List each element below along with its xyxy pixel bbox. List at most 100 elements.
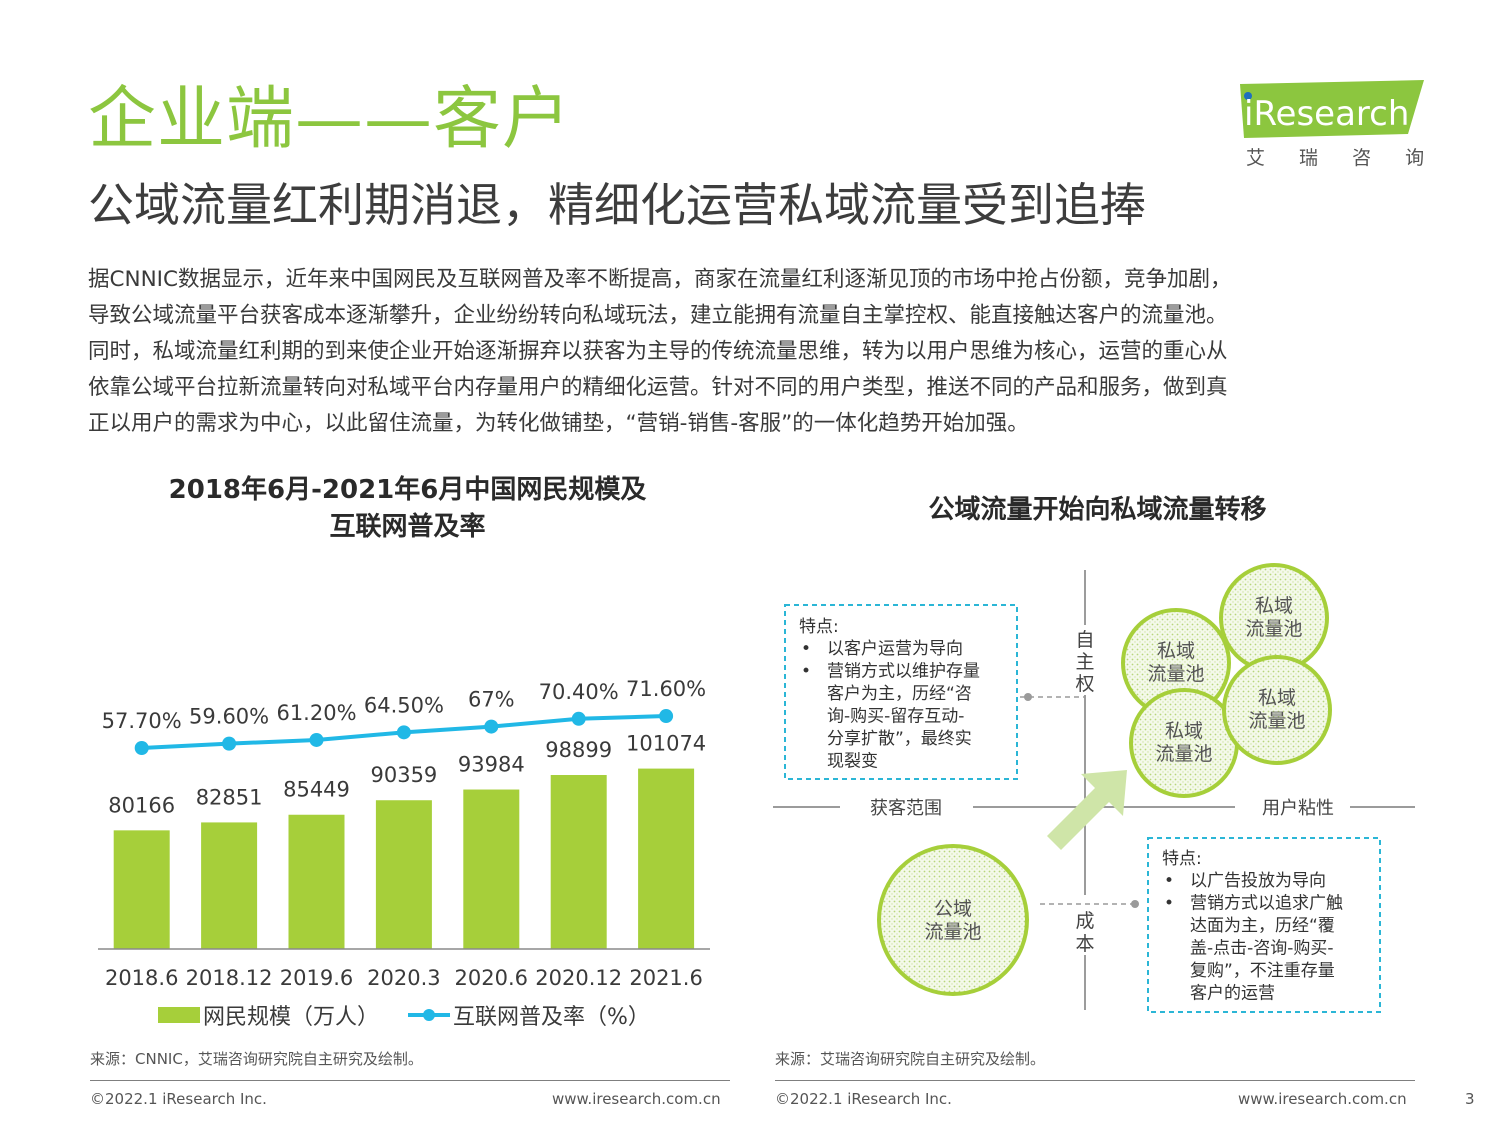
bar xyxy=(463,789,520,949)
x-tick-label: 2021.6 xyxy=(629,966,702,990)
paragraph-line: 导致公域流量平台获客成本逐渐攀升，企业纷纷转向私域玩法，建立能拥有流量自主掌控权… xyxy=(88,303,1228,328)
bullet-dot: • xyxy=(801,639,811,659)
line-value-label: 70.40% xyxy=(539,680,619,704)
pool-label-line2: 流量池 xyxy=(1248,710,1305,732)
chart-title: 2018年6月-2021年6月中国网民规模及 互联网普及率 xyxy=(95,472,720,546)
line-value-label: 59.60% xyxy=(189,705,269,729)
page-title: 企业端——客户 xyxy=(88,80,572,159)
logo-dot xyxy=(1244,92,1252,100)
line-value-label: 67% xyxy=(468,688,515,712)
x-tick-label: 2020.3 xyxy=(367,966,440,990)
axis-bottom-char: 本 xyxy=(1075,933,1094,955)
website-link[interactable]: www.iresearch.com.cn xyxy=(552,1090,721,1108)
legend-bar-swatch xyxy=(158,1007,200,1023)
axis-bottom-char: 成 xyxy=(1075,910,1094,932)
x-tick-label: 2018.12 xyxy=(186,966,273,990)
bar-value-label: 82851 xyxy=(196,785,263,809)
shift-arrow xyxy=(1047,770,1127,850)
bar-series xyxy=(113,768,695,949)
bullet-text: 营销方式以维护存量 xyxy=(827,662,980,682)
page-number: 3 xyxy=(1465,1090,1475,1108)
axis-label-top: 自 主 权 xyxy=(1075,629,1094,695)
bullet-text: 询-购买-留存互动- xyxy=(827,707,964,727)
private-pool: 私域 流量池 xyxy=(1222,655,1332,765)
x-tick-labels: 2018.6 2018.12 2019.6 2020.3 2020.6 2020.12 20… xyxy=(105,966,703,990)
pool-label-line2: 流量池 xyxy=(1245,618,1302,640)
legend-line-marker xyxy=(423,1009,435,1021)
bar-value-label: 80166 xyxy=(108,793,175,817)
bullet-text: 以客户运营为导向 xyxy=(827,639,963,659)
logo-banner xyxy=(1240,80,1424,138)
axis-label-right: 用户粘性 xyxy=(1262,798,1334,819)
bar xyxy=(550,775,607,949)
copyright: ©2022.1 iResearch Inc. xyxy=(90,1090,267,1108)
line-point xyxy=(309,732,324,747)
bar-value-label: 101074 xyxy=(626,732,706,756)
legend-line-label: 互联网普及率（%） xyxy=(453,1005,650,1030)
iresearch-logo: iResearch 艾 瑞 咨 询 xyxy=(1240,80,1424,169)
pool-label-line2: 流量池 xyxy=(1155,743,1212,765)
netizen-chart: 80166 57.70% 82851 59.60% 85449 61.20% 90359 64… xyxy=(98,677,710,1030)
private-feature-box xyxy=(784,604,1018,780)
line-point xyxy=(222,736,237,751)
bar xyxy=(638,768,695,949)
bar xyxy=(375,800,432,949)
paragraph-line: 据CNNIC数据显示，近年来中国网民及互联网普及率不断提高，商家在流量红利逐渐见… xyxy=(88,267,1232,292)
line-value-label: 71.60% xyxy=(626,677,706,701)
x-tick-label: 2020.6 xyxy=(455,966,528,990)
bar xyxy=(113,830,170,949)
bar-value-label: 85449 xyxy=(283,778,350,802)
source-note: 来源：CNNIC，艾瑞咨询研究院自主研究及绘制。 xyxy=(90,1050,423,1068)
public-pool: 公域 流量池 xyxy=(877,844,1029,996)
chart-title-line1: 2018年6月-2021年6月中国网民规模及 xyxy=(168,475,647,505)
axis-top-char: 权 xyxy=(1075,673,1094,695)
chart-legend: 网民规模（万人） 互联网普及率（%） xyxy=(158,1005,650,1030)
line-point xyxy=(396,725,411,740)
bullet-text: 达面为主，历经“覆 xyxy=(1190,916,1335,936)
line-value-label: 64.50% xyxy=(364,693,444,717)
page-subtitle: 公域流量红利期消退，精细化运营私域流量受到追捧 xyxy=(88,178,1146,232)
source-note: 来源：艾瑞咨询研究院自主研究及绘制。 xyxy=(775,1050,1046,1068)
x-tick-label: 2019.6 xyxy=(280,966,353,990)
feature-heading: 特点: xyxy=(799,617,839,637)
pool-label-line1: 私域 xyxy=(1258,687,1296,709)
footer-divider xyxy=(775,1080,1415,1081)
bullet-dot: • xyxy=(1164,871,1174,891)
pool-label-line1: 私域 xyxy=(1165,720,1203,742)
line-points xyxy=(134,709,674,755)
bar-value-label: 90359 xyxy=(370,763,437,787)
legend-bar-label: 网民规模（万人） xyxy=(203,1005,379,1030)
logo-brand: iResearch xyxy=(1244,94,1409,134)
bullet-text: 以广告投放为导向 xyxy=(1190,871,1326,891)
public-feature-box xyxy=(1147,837,1381,1013)
feature-heading: 特点: xyxy=(1162,849,1202,869)
axis-label-bottom: 成 本 xyxy=(1075,910,1094,955)
private-pool: 私域 流量池 xyxy=(1129,688,1239,798)
line-point xyxy=(571,711,586,726)
traffic-shift-diagram: 自 主 权 成 本 获客范围 用户粘性 私域 流量池 私域 流量池 私域 流量池… xyxy=(773,563,1415,1013)
bar xyxy=(201,822,258,949)
bar-value-label: 93984 xyxy=(458,753,525,777)
bullet-text: 现裂变 xyxy=(827,752,878,772)
footer-divider xyxy=(90,1080,730,1081)
line-point xyxy=(659,709,674,724)
private-feature-text: 特点:• 以客户运营为导向• 营销方式以维护存量客户为主，历经“咨询-购买-留存互动… xyxy=(799,617,980,772)
bar xyxy=(288,814,345,949)
bar-value-label: 98899 xyxy=(545,738,612,762)
bullet-dot: • xyxy=(1164,894,1174,914)
bullet-text: 客户为主，历经“咨 xyxy=(827,684,972,704)
line-point xyxy=(484,719,499,734)
line-value-label: 57.70% xyxy=(102,709,182,733)
pool-label-line1: 公域 xyxy=(934,898,972,920)
data-labels: 80166 57.70% 82851 59.60% 85449 61.20% 90359 64… xyxy=(102,677,707,817)
website-link[interactable]: www.iresearch.com.cn xyxy=(1238,1090,1407,1108)
bullet-text: 营销方式以追求广触 xyxy=(1190,894,1343,914)
copyright: ©2022.1 iResearch Inc. xyxy=(775,1090,952,1108)
x-tick-label: 2020.12 xyxy=(535,966,622,990)
line-point xyxy=(134,741,149,755)
pool-label-line1: 私域 xyxy=(1157,640,1195,662)
private-connector-dot xyxy=(1024,693,1032,701)
paragraph-line: 同时，私域流量红利期的到来使企业开始逐渐摒弃以获客为主导的传统流量思维，转为以用… xyxy=(88,339,1228,364)
body-paragraph: 据CNNIC数据显示，近年来中国网民及互联网普及率不断提高，商家在流量红利逐渐见… xyxy=(88,262,1428,442)
pool-label-line2: 流量池 xyxy=(1147,663,1204,685)
